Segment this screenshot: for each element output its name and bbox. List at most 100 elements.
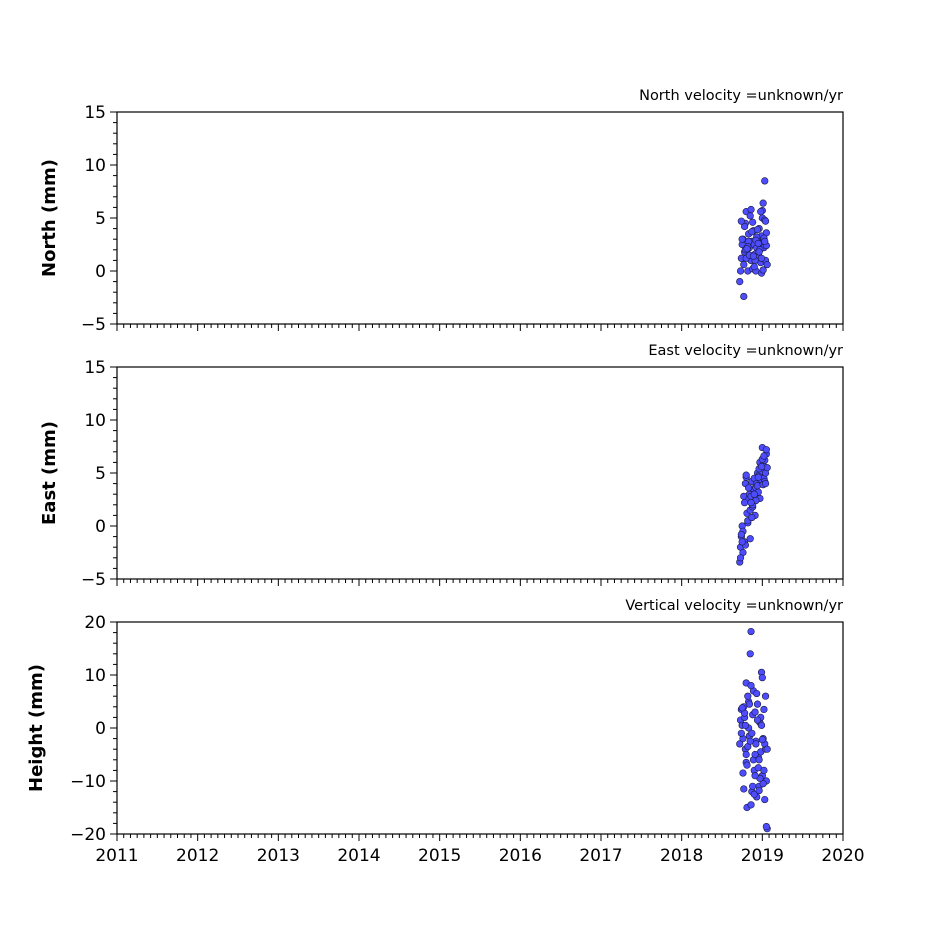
height-data-point	[744, 692, 752, 700]
east-data-point	[737, 530, 745, 539]
north-data-point	[749, 252, 758, 260]
height-data-point	[757, 721, 766, 729]
east-ytick-label: 10	[84, 411, 106, 431]
north-data-point	[743, 245, 751, 253]
east-data-point	[748, 513, 756, 522]
height-data-point	[739, 769, 747, 777]
east-data-point	[761, 480, 770, 488]
height-data-point	[751, 750, 759, 759]
height-points	[736, 627, 771, 833]
east-data-point	[745, 484, 753, 492]
height-xtick-label: 2017	[579, 846, 622, 866]
height-data-point	[758, 674, 766, 682]
height-data-point	[751, 708, 759, 716]
height-ytick-label: −20	[70, 825, 106, 845]
north-data-point	[736, 267, 745, 275]
east-data-point	[746, 535, 754, 543]
north-data-point	[763, 261, 771, 269]
east-data-point	[750, 490, 758, 498]
height-data-point	[753, 689, 761, 698]
north-ytick-label: 15	[84, 103, 106, 123]
north-data-point	[747, 205, 755, 214]
height-xtick-label: 2011	[95, 846, 138, 866]
height-data-point	[761, 795, 769, 804]
east-data-point	[757, 463, 766, 471]
height-data-point	[753, 700, 762, 708]
east-plot-frame	[116, 366, 844, 580]
height-data-point	[750, 790, 758, 798]
north-ytick-label: 5	[95, 209, 106, 229]
height-data-point	[747, 801, 755, 809]
north-data-point	[740, 292, 748, 301]
north-data-point	[740, 261, 748, 269]
north-data-point	[757, 254, 766, 262]
height-data-point	[753, 716, 762, 724]
north-data-point	[761, 237, 769, 245]
east-panel-title: East velocity =unknown/yr	[648, 343, 843, 359]
height-data-point	[746, 650, 754, 658]
height-data-point	[763, 745, 771, 753]
north-data-point	[761, 177, 769, 185]
east-data-point	[742, 471, 750, 479]
east-data-point	[740, 499, 749, 507]
height-data-point	[742, 750, 750, 759]
height-data-point	[740, 785, 748, 793]
height-data-point	[743, 761, 751, 769]
north-panel-title: North velocity =unknown/yr	[639, 88, 843, 104]
east-data-point	[747, 499, 755, 507]
height-data-point	[736, 740, 744, 748]
height-ytick-label: 10	[84, 666, 106, 686]
height-panel-title: Vertical velocity =unknown/yr	[625, 598, 843, 614]
north-ytick-label: 0	[95, 262, 106, 282]
east-y-axis-label: East (mm)	[39, 421, 60, 525]
north-data-point	[761, 217, 770, 225]
height-data-point	[748, 729, 756, 737]
east-points	[736, 443, 771, 566]
height-ytick-label: 20	[84, 613, 106, 633]
east-data-point	[738, 538, 746, 546]
height-xtick-label: 2015	[418, 846, 461, 866]
north-data-point	[746, 212, 754, 220]
height-ytick-label: −10	[70, 772, 106, 792]
height-y-axis-label: Height (mm)	[26, 664, 47, 792]
north-plot-frame	[116, 111, 844, 325]
east-data-point	[754, 473, 762, 481]
height-data-point	[758, 736, 766, 744]
north-data-point	[740, 222, 749, 231]
north-points	[736, 177, 771, 301]
height-xtick-label: 2020	[821, 846, 864, 866]
height-data-point	[762, 822, 770, 831]
north-y-axis-label: North (mm)	[39, 159, 60, 277]
east-data-point	[736, 554, 745, 562]
height-plot-frame	[116, 621, 844, 835]
height-data-point	[755, 786, 763, 795]
height-ticks: −20 −10 0 10 20 2011 2012 2013 2014 2015 2016 2017 2…	[70, 613, 865, 866]
height-data-point	[760, 705, 768, 714]
east-data-point	[760, 452, 768, 460]
north-data-point	[759, 199, 767, 207]
north-data-point	[738, 235, 746, 243]
height-data-point	[745, 700, 754, 708]
height-data-point	[737, 729, 745, 737]
height-data-point	[749, 782, 757, 790]
north-data-point	[755, 248, 763, 256]
north-data-point	[759, 266, 767, 274]
height-data-point	[761, 692, 770, 700]
height-data-point	[747, 627, 755, 636]
height-data-point	[751, 772, 759, 780]
north-ytick-label: 10	[84, 156, 106, 176]
north-data-point	[737, 217, 745, 225]
east-ytick-label: 5	[95, 464, 106, 484]
north-data-point	[736, 278, 744, 286]
east-data-point	[762, 446, 770, 454]
height-panel: Vertical velocity =unknown/yr Height (mm…	[26, 598, 865, 866]
height-data-point	[755, 756, 763, 764]
height-xtick-label: 2019	[741, 846, 784, 866]
height-ytick-label: 0	[95, 719, 106, 739]
north-ticks: −5 0 5 10 15	[81, 103, 844, 335]
height-xtick-label: 2018	[660, 846, 703, 866]
east-ytick-label: −5	[81, 570, 106, 590]
north-data-point	[757, 208, 765, 216]
height-xtick-label: 2016	[499, 846, 542, 866]
